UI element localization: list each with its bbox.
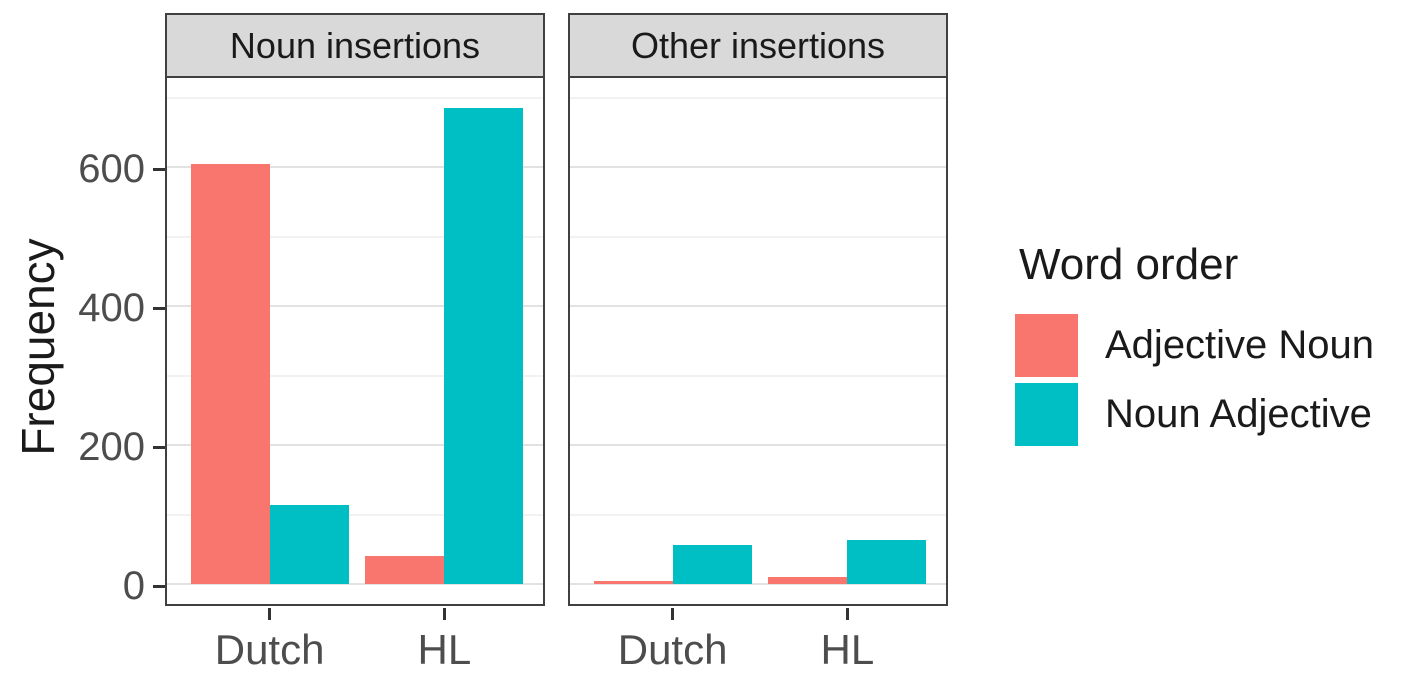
y-axis-tick-label: 200 <box>78 425 145 469</box>
major-gridline <box>167 305 543 307</box>
y-axis-tick-label: 0 <box>122 564 145 608</box>
bar-hl-adjective-noun <box>365 556 444 584</box>
major-gridline <box>570 305 946 307</box>
bar-dutch-adjective-noun <box>594 581 673 584</box>
facet-strip-label: Noun insertions <box>165 13 545 78</box>
major-gridline <box>167 583 543 585</box>
minor-gridline <box>167 513 543 516</box>
minor-gridline <box>570 513 946 516</box>
y-axis-tick-mark <box>153 306 165 310</box>
y-axis-tick-mark <box>153 167 165 171</box>
y-axis-tick-label: 600 <box>78 147 145 191</box>
y-axis-tick-mark <box>153 445 165 449</box>
minor-gridline <box>570 235 946 238</box>
x-axis-tick-label: HL <box>417 626 472 673</box>
major-gridline <box>570 583 946 585</box>
x-axis-tick-label: Dutch <box>214 626 325 673</box>
major-gridline <box>570 444 946 446</box>
major-gridline <box>167 444 543 446</box>
x-axis-tick-label: HL <box>820 626 875 673</box>
x-axis-tick-mark <box>268 608 272 620</box>
minor-gridline <box>167 235 543 238</box>
bar-dutch-adjective-noun <box>191 163 270 584</box>
minor-gridline <box>570 96 946 99</box>
legend-label: Adjective Noun <box>1105 323 1375 367</box>
facet-strip-label: Other insertions <box>568 13 948 78</box>
legend: Word order Adjective Noun Noun Adjective <box>1015 240 1374 452</box>
legend-label: Noun Adjective <box>1105 392 1372 436</box>
minor-gridline <box>570 374 946 377</box>
legend-key-noun-adjective <box>1015 383 1078 446</box>
legend-key-adjective-noun <box>1015 314 1078 377</box>
major-gridline <box>167 166 543 168</box>
bar-hl-adjective-noun <box>768 577 847 584</box>
plot-panel <box>165 78 545 606</box>
legend-title: Word order <box>1019 240 1239 289</box>
legend-item: Adjective Noun <box>1015 314 1374 377</box>
x-axis-tick-mark <box>442 608 446 620</box>
x-axis-tick-mark <box>671 608 675 620</box>
bar-hl-noun-adjective <box>847 540 926 584</box>
plot-panel <box>568 78 948 606</box>
y-axis-tick-mark <box>153 584 165 588</box>
facet-noun-insertions: Noun insertions <box>165 13 545 606</box>
facet-other-insertions: Other insertions <box>568 13 948 606</box>
x-axis-tick-mark <box>845 608 849 620</box>
bar-dutch-noun-adjective <box>270 505 349 584</box>
y-axis-tick-label: 400 <box>78 286 145 330</box>
major-gridline <box>570 166 946 168</box>
legend-item: Noun Adjective <box>1015 383 1374 446</box>
bar-hl-noun-adjective <box>444 107 523 584</box>
bar-dutch-noun-adjective <box>673 545 752 584</box>
minor-gridline <box>167 96 543 99</box>
x-axis-tick-label: Dutch <box>617 626 728 673</box>
minor-gridline <box>167 374 543 377</box>
